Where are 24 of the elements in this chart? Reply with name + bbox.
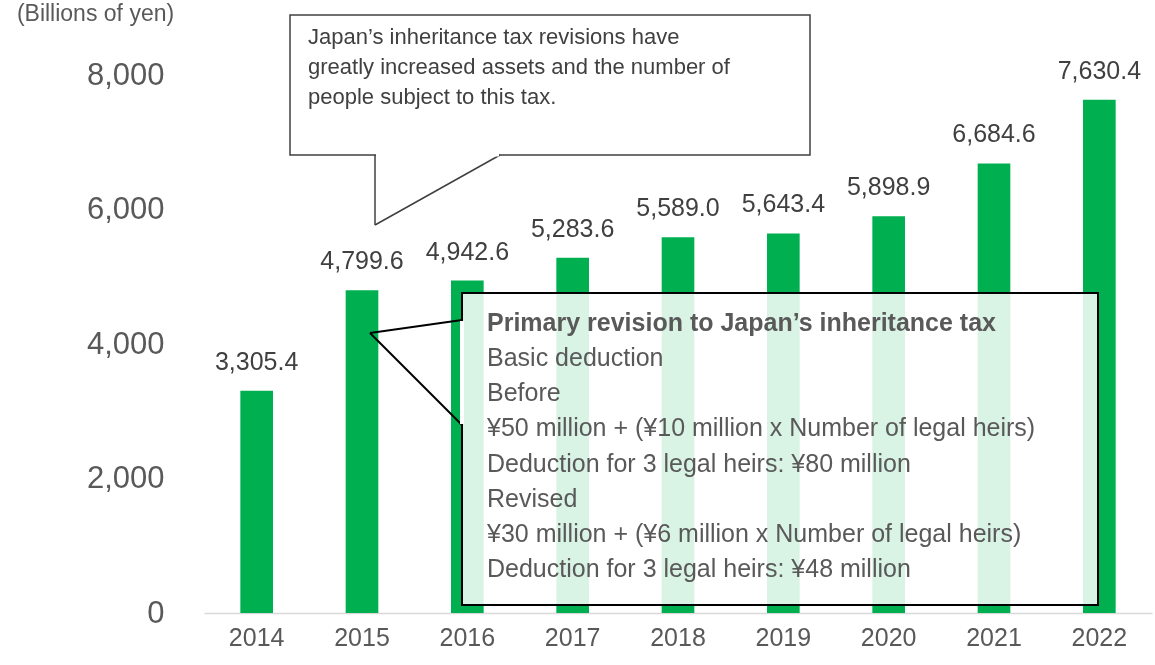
data-label: 3,305.4: [214, 346, 299, 375]
x-tick-label: 2020: [860, 622, 917, 651]
data-label: 5,898.9: [846, 172, 931, 201]
y-tick-label: 4,000: [86, 325, 165, 361]
x-tick-label: 2022: [1071, 622, 1128, 651]
data-label: 7,630.4: [1057, 55, 1142, 84]
data-label: 5,589.0: [636, 193, 720, 222]
data-label: 5,643.4: [741, 189, 826, 218]
x-tick-label: 2015: [334, 622, 390, 651]
x-tick-label: 2021: [966, 622, 1022, 651]
data-label: 4,799.6: [320, 246, 404, 275]
x-tick-label: 2019: [755, 622, 812, 651]
x-tick-label: 2017: [544, 622, 601, 651]
y-tick-label: 8,000: [86, 56, 165, 92]
x-tick-label: 2016: [439, 622, 496, 651]
y-tick-label: 6,000: [86, 191, 165, 226]
data-label: 4,942.6: [425, 236, 510, 265]
y-axis-title: (Billions of yen): [16, 0, 175, 26]
x-tick-label: 2018: [650, 622, 706, 651]
data-label: 6,684.6: [952, 119, 1036, 148]
data-label: 5,283.6: [530, 213, 615, 242]
y-tick-label: 2,000: [86, 460, 165, 495]
y-tick-label: 0: [147, 594, 165, 630]
x-tick-label: 2014: [228, 622, 285, 651]
